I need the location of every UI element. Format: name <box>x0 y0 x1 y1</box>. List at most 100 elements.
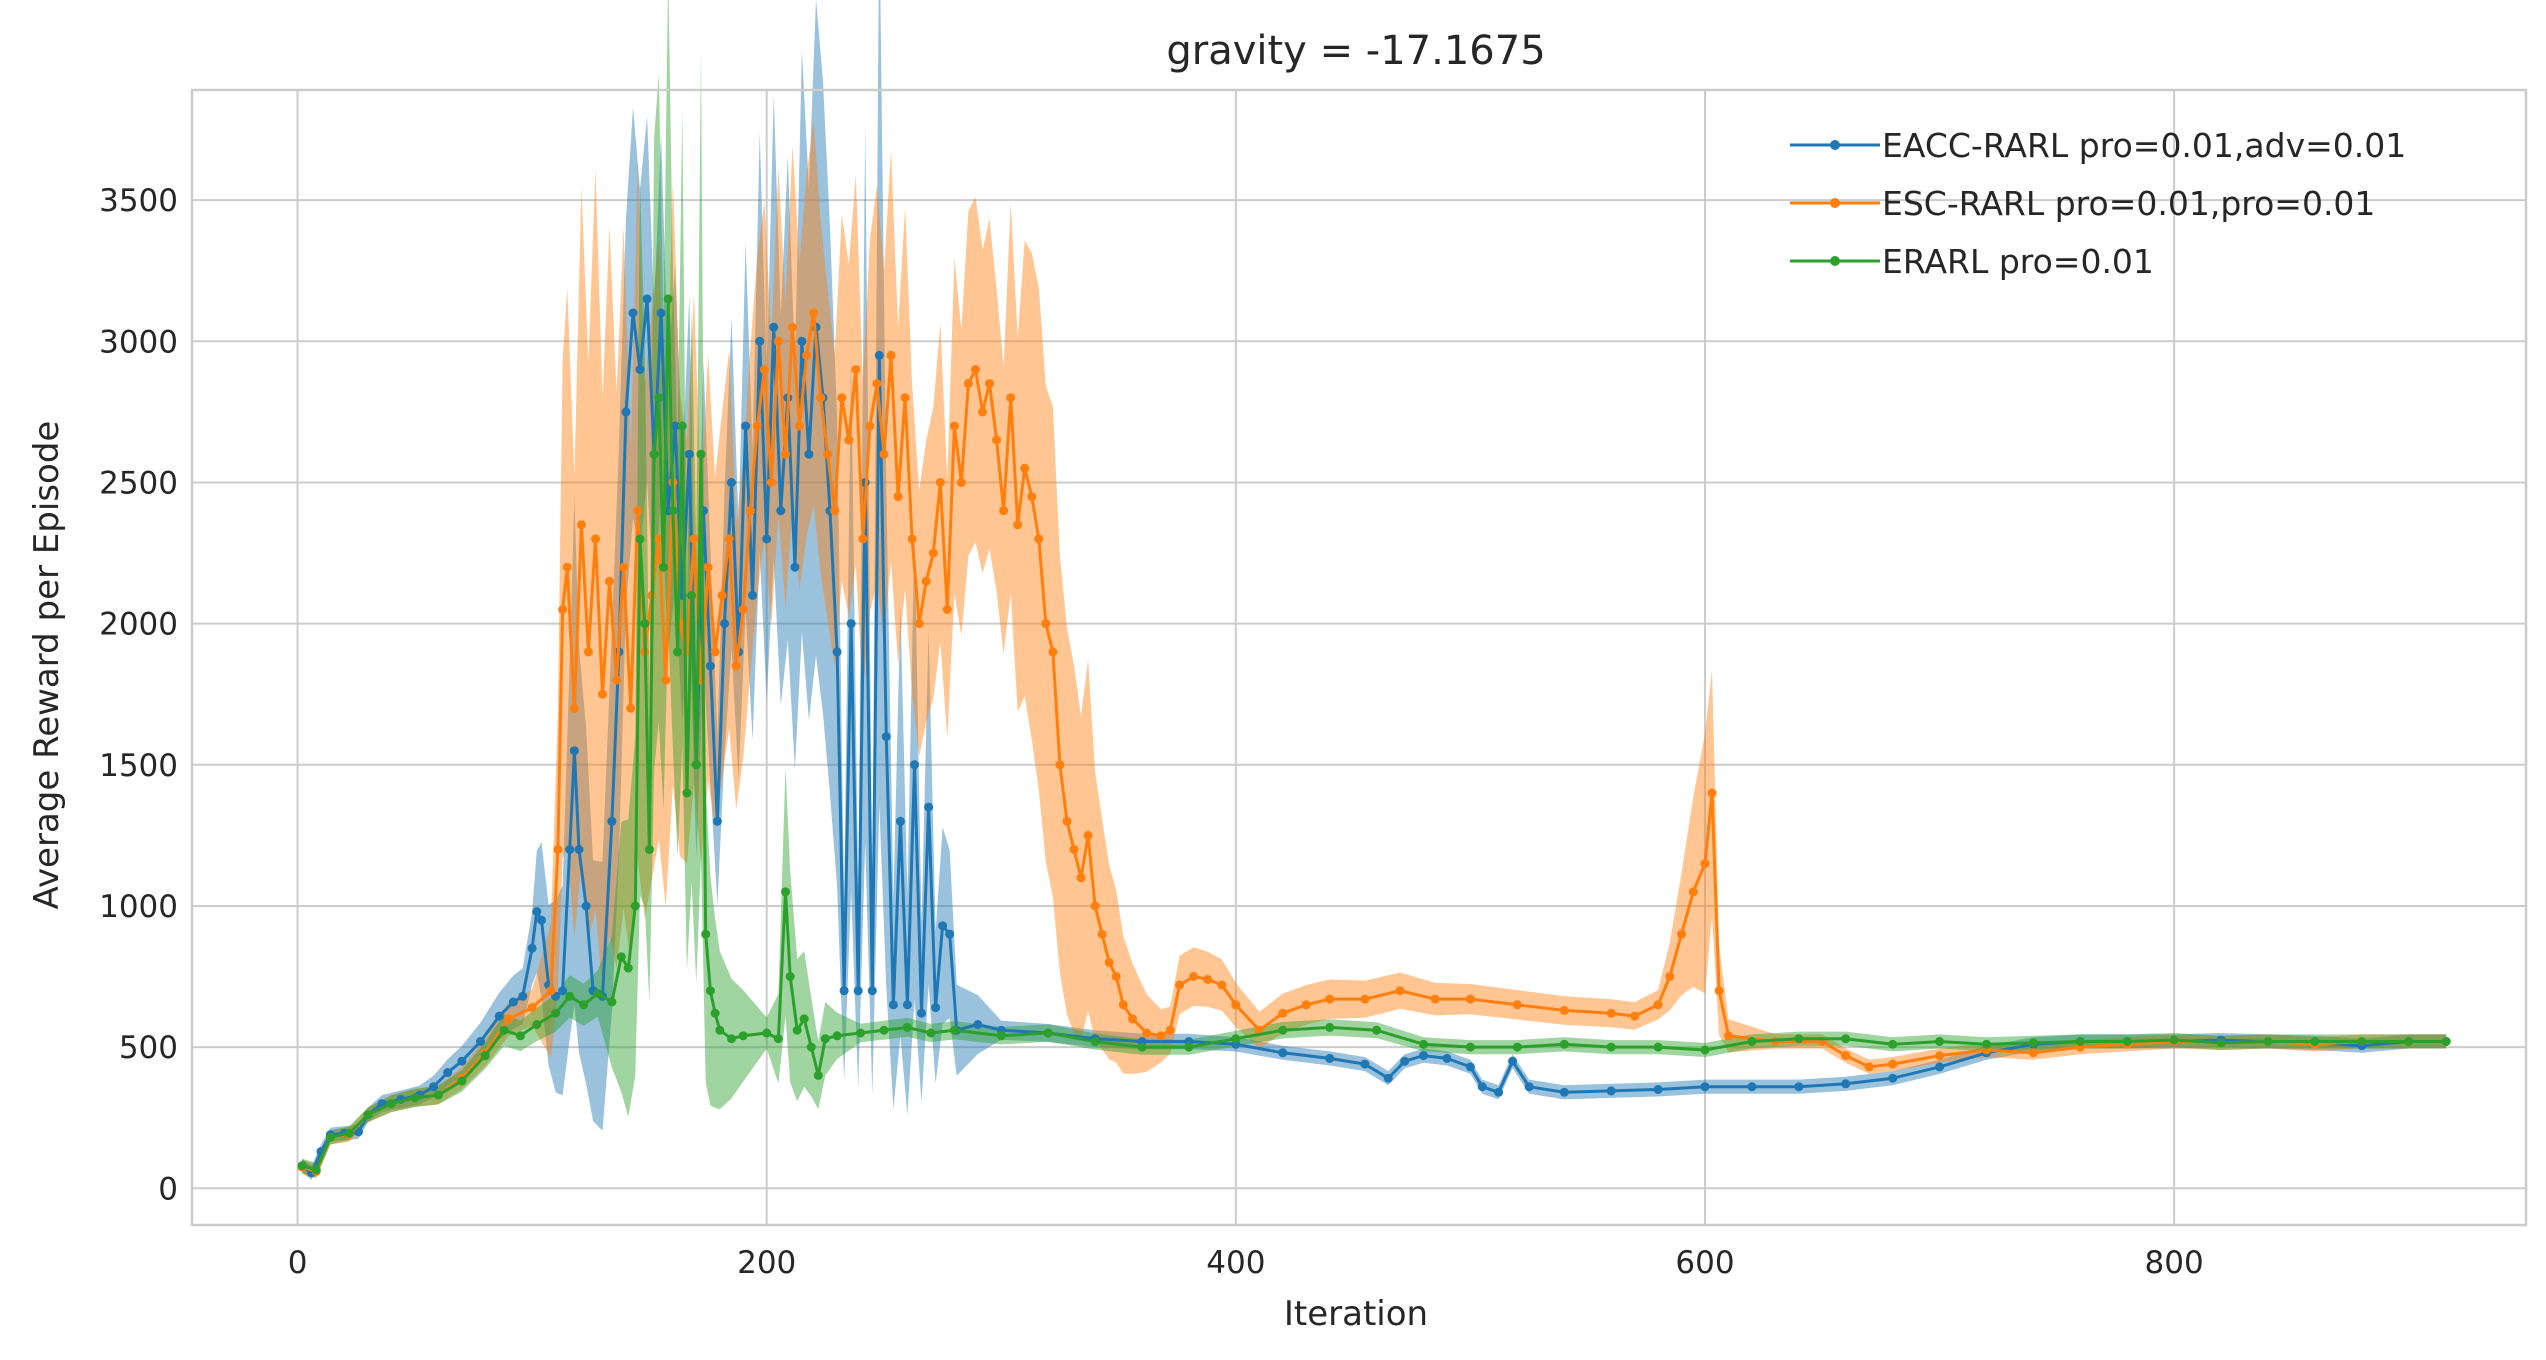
data-point <box>790 562 800 572</box>
data-point <box>654 393 664 403</box>
data-point <box>781 887 790 897</box>
data-point <box>1665 972 1675 981</box>
data-point <box>1841 1034 1851 1044</box>
data-point <box>938 921 948 931</box>
data-point <box>1189 972 1199 981</box>
data-point <box>917 1008 926 1018</box>
data-point <box>1653 1000 1663 1010</box>
data-point <box>832 1031 842 1041</box>
data-point <box>410 1093 420 1103</box>
data-point <box>874 350 884 360</box>
data-point <box>956 478 966 487</box>
data-point <box>813 1070 823 1080</box>
data-point <box>830 506 840 516</box>
data-point <box>832 647 842 657</box>
data-point <box>872 379 882 389</box>
data-point <box>668 506 678 516</box>
data-point <box>1653 1085 1663 1094</box>
data-point <box>457 1076 467 1086</box>
data-point <box>1097 929 1107 939</box>
confidence-band <box>302 0 2447 1180</box>
data-point <box>2441 1037 2451 1046</box>
data-point <box>910 760 919 770</box>
data-point <box>1714 986 1724 996</box>
confidence-band <box>302 120 2447 1179</box>
data-point <box>886 350 896 360</box>
data-point <box>1700 1045 1710 1055</box>
data-point <box>755 336 765 346</box>
data-point <box>670 421 680 431</box>
data-point <box>795 421 804 431</box>
data-point <box>1419 1051 1428 1061</box>
data-point <box>720 619 729 629</box>
y-tick-label: 3500 <box>99 183 178 219</box>
data-point <box>1006 393 1016 403</box>
data-point <box>583 647 593 657</box>
legend-marker <box>1830 140 1840 150</box>
data-point <box>769 322 779 332</box>
data-point <box>1043 1028 1053 1038</box>
data-point <box>710 1008 720 1018</box>
data-point <box>1559 1039 1569 1049</box>
y-tick-label: 500 <box>119 1030 178 1066</box>
data-point <box>2263 1037 2273 1046</box>
data-point <box>703 562 713 572</box>
data-point <box>881 732 891 742</box>
data-point <box>607 997 617 1007</box>
data-point <box>1231 1000 1241 1010</box>
data-point <box>1360 994 1370 1004</box>
data-point <box>776 506 786 516</box>
data-point <box>1465 1042 1475 1052</box>
data-point <box>879 1025 889 1035</box>
data-point <box>576 520 586 530</box>
data-point <box>558 986 568 996</box>
data-point <box>996 1031 1006 1041</box>
data-point <box>895 816 905 826</box>
confidence-bands <box>302 0 2447 1180</box>
data-point <box>705 986 715 996</box>
data-point <box>1841 1051 1851 1061</box>
data-point <box>2216 1038 2226 1048</box>
data-point <box>963 379 973 389</box>
data-point <box>879 449 889 459</box>
data-point <box>626 703 636 713</box>
data-point <box>1301 1000 1311 1010</box>
data-point <box>1156 1031 1166 1041</box>
data-point <box>1231 1034 1241 1044</box>
data-point <box>2122 1037 2132 1046</box>
data-point <box>724 534 734 544</box>
series-line <box>297 294 2451 1175</box>
data-point <box>712 816 722 826</box>
data-point <box>1559 1087 1569 1097</box>
data-point <box>612 675 622 685</box>
data-point <box>1111 972 1121 981</box>
legend-entry: ERARL pro=0.01 <box>1790 242 2154 281</box>
data-point <box>851 365 861 374</box>
data-point <box>1888 1073 1898 1083</box>
data-point <box>1606 1086 1616 1096</box>
data-point <box>1104 957 1114 967</box>
data-point <box>1747 1082 1757 1092</box>
data-point <box>311 1165 321 1175</box>
y-axis-label: Average Reward per Episode <box>27 421 67 910</box>
data-point <box>642 294 652 304</box>
data-point <box>773 336 783 346</box>
data-point <box>949 421 959 431</box>
data-point <box>888 1000 898 1010</box>
data-point <box>1653 1042 1663 1052</box>
data-point <box>788 322 797 332</box>
data-point <box>1062 816 1072 826</box>
data-point <box>598 689 607 699</box>
data-point <box>926 1028 936 1038</box>
series-path <box>301 297 2447 1172</box>
data-point <box>593 989 603 998</box>
data-point <box>1020 463 1030 473</box>
data-point <box>1372 1025 1382 1035</box>
data-point <box>837 393 847 403</box>
data-point <box>738 1031 748 1041</box>
data-point <box>630 901 640 911</box>
data-point <box>649 449 659 459</box>
data-point <box>738 605 748 614</box>
data-point <box>429 1082 439 1092</box>
data-point <box>1069 845 1079 854</box>
